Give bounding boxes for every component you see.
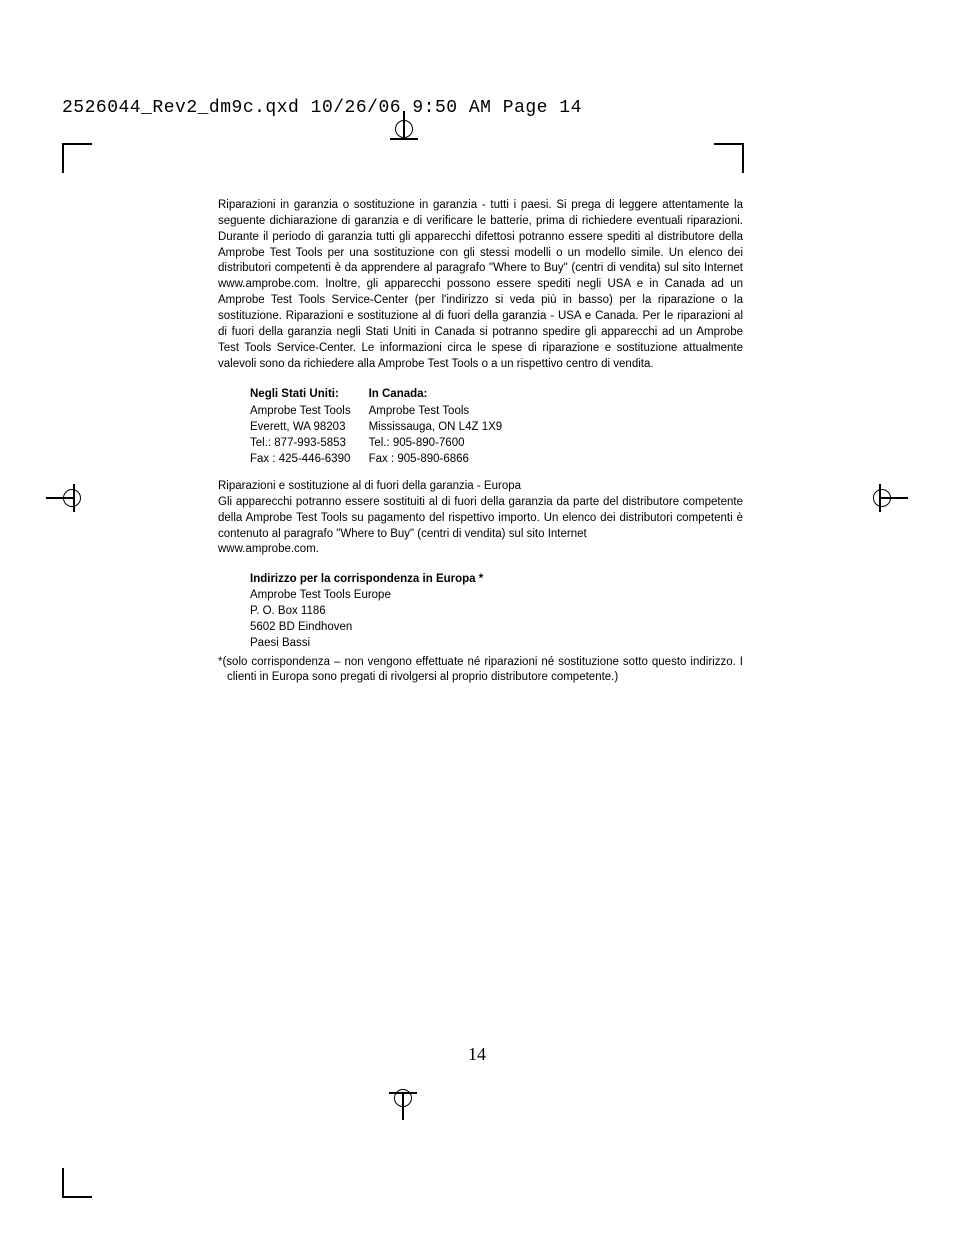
para2-intro: Riparazioni e sostituzione al di fuori d…	[218, 480, 521, 492]
address-canada-line2: Mississauga, ON L4Z 1X9	[369, 419, 503, 435]
address-canada: In Canada: Amprobe Test Tools Mississaug…	[369, 386, 503, 466]
address-canada-line1: Amprobe Test Tools	[369, 403, 503, 419]
address-us-line1: Amprobe Test Tools	[250, 403, 351, 419]
crop-circle-bottom	[394, 1089, 412, 1107]
address-canada-title: In Canada:	[369, 386, 503, 402]
paragraph-europe-repair: Riparazioni e sostituzione al di fuori d…	[218, 479, 743, 558]
para2-body: Gli apparecchi potranno essere sostituit…	[218, 496, 743, 540]
footnote: *(solo corrispondenza – non vengono effe…	[218, 655, 743, 687]
address-us-line3: Tel.: 877-993-5853	[250, 435, 351, 451]
address-canada-line4: Fax : 905-890-6866	[369, 451, 503, 467]
address-us-line2: Everett, WA 98203	[250, 419, 351, 435]
address-europe-line2: P. O. Box 1186	[250, 605, 326, 617]
address-europe-line4: Paesi Bassi	[250, 637, 310, 649]
address-block: Negli Stati Uniti: Amprobe Test Tools Ev…	[250, 386, 743, 466]
address-europe-title: Indirizzo per la corrispondenza in Europ…	[250, 573, 483, 585]
crop-circle-top	[395, 120, 413, 138]
paragraph-warranty: Riparazioni in garanzia o sostituzione i…	[218, 198, 743, 372]
corner-mark-tr	[714, 143, 744, 173]
address-canada-line3: Tel.: 905-890-7600	[369, 435, 503, 451]
address-us-title: Negli Stati Uniti:	[250, 386, 351, 402]
corner-mark-tl	[62, 143, 92, 173]
address-europe-line3: 5602 BD Eindhoven	[250, 621, 352, 633]
side-circle-left	[63, 489, 81, 507]
para2-url: www.amprobe.com.	[218, 543, 319, 555]
address-us: Negli Stati Uniti: Amprobe Test Tools Ev…	[250, 386, 351, 466]
address-europe: Indirizzo per la corrispondenza in Europ…	[250, 572, 743, 651]
header-text: 2526044_Rev2_dm9c.qxd 10/26/06 9:50 AM P…	[62, 98, 582, 118]
side-circle-right	[873, 489, 891, 507]
address-europe-line1: Amprobe Test Tools Europe	[250, 589, 391, 601]
page-number: 14	[468, 1044, 486, 1065]
address-us-line4: Fax : 425-446-6390	[250, 451, 351, 467]
content-area: Riparazioni in garanzia o sostituzione i…	[218, 198, 743, 686]
corner-mark-bl	[62, 1168, 92, 1198]
